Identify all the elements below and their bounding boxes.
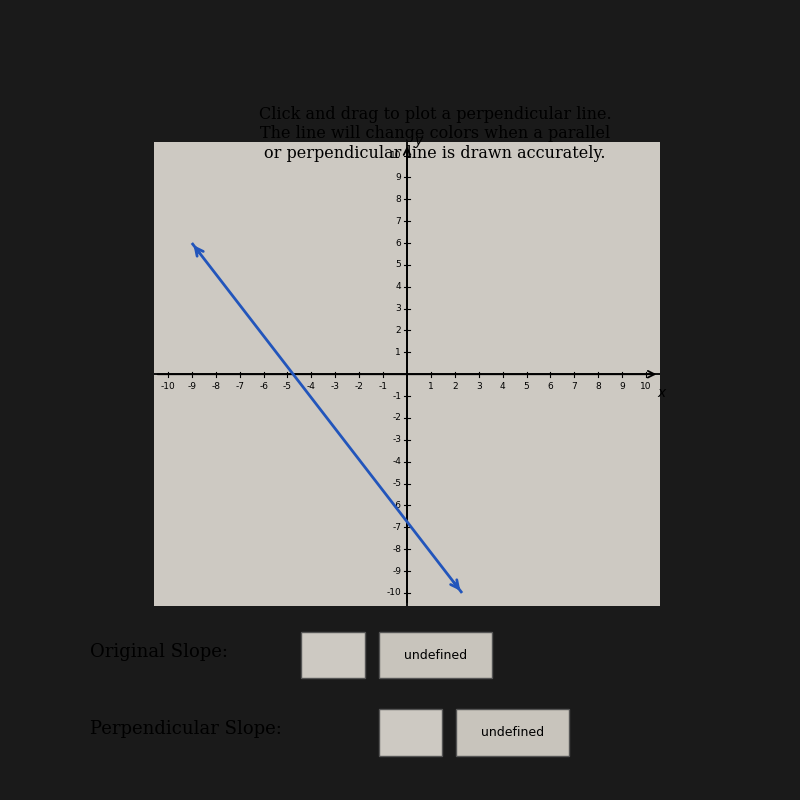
Text: -8: -8 bbox=[211, 382, 220, 391]
Text: -2: -2 bbox=[354, 382, 364, 391]
Text: 4: 4 bbox=[395, 282, 401, 291]
Text: -2: -2 bbox=[392, 414, 401, 422]
Text: -4: -4 bbox=[307, 382, 316, 391]
Text: Perpendicular Slope:: Perpendicular Slope: bbox=[90, 720, 282, 738]
Text: 7: 7 bbox=[395, 217, 401, 226]
Text: 1: 1 bbox=[395, 348, 401, 357]
Text: -10: -10 bbox=[386, 589, 401, 598]
Text: 6: 6 bbox=[548, 382, 554, 391]
Text: -9: -9 bbox=[187, 382, 196, 391]
Text: 4: 4 bbox=[500, 382, 506, 391]
Text: -6: -6 bbox=[259, 382, 268, 391]
Text: -10: -10 bbox=[161, 382, 175, 391]
Text: -4: -4 bbox=[392, 458, 401, 466]
Text: Click and drag to plot a perpendicular line.
The line will change colors when a : Click and drag to plot a perpendicular l… bbox=[259, 106, 611, 162]
Bar bbox=[379, 632, 491, 678]
Text: Original Slope:: Original Slope: bbox=[90, 643, 228, 661]
Text: 5: 5 bbox=[524, 382, 530, 391]
Text: 3: 3 bbox=[476, 382, 482, 391]
Text: -8: -8 bbox=[392, 545, 401, 554]
Text: undefined: undefined bbox=[404, 649, 466, 662]
Text: y: y bbox=[414, 134, 422, 148]
Bar bbox=[302, 632, 365, 678]
Text: 8: 8 bbox=[395, 194, 401, 204]
Text: -3: -3 bbox=[331, 382, 340, 391]
Text: 1: 1 bbox=[428, 382, 434, 391]
Text: 6: 6 bbox=[395, 238, 401, 247]
Bar bbox=[456, 710, 569, 756]
Text: 5: 5 bbox=[395, 260, 401, 270]
Text: 2: 2 bbox=[395, 326, 401, 335]
Text: 10: 10 bbox=[640, 382, 652, 391]
Text: -5: -5 bbox=[283, 382, 292, 391]
Text: 9: 9 bbox=[619, 382, 625, 391]
Text: -5: -5 bbox=[392, 479, 401, 488]
Text: 2: 2 bbox=[452, 382, 458, 391]
Text: 10: 10 bbox=[390, 151, 401, 160]
Text: -7: -7 bbox=[235, 382, 244, 391]
Text: 8: 8 bbox=[595, 382, 601, 391]
Text: -7: -7 bbox=[392, 523, 401, 532]
Text: -6: -6 bbox=[392, 501, 401, 510]
Text: 7: 7 bbox=[571, 382, 578, 391]
Text: 9: 9 bbox=[395, 173, 401, 182]
Text: -3: -3 bbox=[392, 435, 401, 444]
Text: -1: -1 bbox=[378, 382, 388, 391]
Bar bbox=[379, 710, 442, 756]
Text: x: x bbox=[658, 386, 666, 400]
Text: 3: 3 bbox=[395, 304, 401, 313]
Text: undefined: undefined bbox=[481, 726, 544, 739]
Text: -1: -1 bbox=[392, 392, 401, 401]
Text: -9: -9 bbox=[392, 566, 401, 575]
